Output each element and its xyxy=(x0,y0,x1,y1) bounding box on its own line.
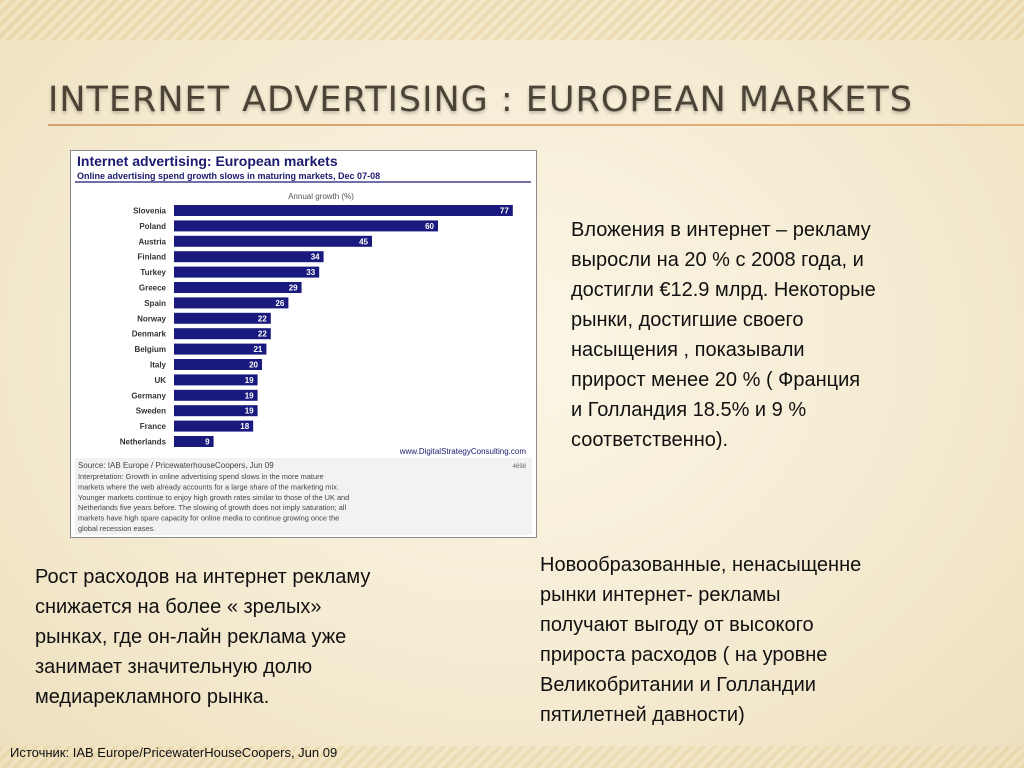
bar-value-label: 29 xyxy=(289,284,298,293)
bar-value-label: 33 xyxy=(306,268,315,277)
category-label: Austria xyxy=(138,237,166,246)
bar xyxy=(174,266,320,278)
chart-watermark: www.DigitalStrategyConsulting.com xyxy=(399,447,527,456)
x-axis-label: Annual growth (%) xyxy=(288,192,354,201)
bar-value-label: 19 xyxy=(245,391,254,400)
decorative-stripes-top xyxy=(0,0,1024,40)
bar xyxy=(174,282,302,293)
bar-value-label: 34 xyxy=(311,253,320,262)
title-rule xyxy=(48,124,1024,126)
bars-group: Slovenia 77 Poland 60 Austria 45 Finland 34 Turk… xyxy=(120,205,513,447)
paragraph-right: Вложения в интернет – рекламу выросли на… xyxy=(571,219,876,451)
category-label: Turkey xyxy=(140,268,166,277)
bar xyxy=(174,235,372,247)
bar-value-label: 18 xyxy=(240,422,249,431)
category-label: Netherlands xyxy=(120,438,167,447)
bar-value-label: 19 xyxy=(245,407,254,416)
category-label: Norway xyxy=(137,314,166,323)
category-label: Poland xyxy=(139,222,166,231)
bar xyxy=(174,405,258,417)
bar-value-label: 60 xyxy=(425,222,434,231)
bar xyxy=(174,297,289,309)
interpretation-line: Younger markets continue to enjoy high g… xyxy=(78,493,349,502)
bar xyxy=(174,420,254,432)
bar xyxy=(174,251,324,263)
category-label: Germany xyxy=(131,391,166,400)
chart-source: Source: IAB Europe / PricewaterhouseCoop… xyxy=(78,461,274,470)
interpretation-line: Interpretation: Growth in online adverti… xyxy=(78,472,324,481)
chart-note-box xyxy=(75,458,532,535)
bar-value-label: 21 xyxy=(253,345,262,354)
chart-title: Internet advertising: European markets xyxy=(77,153,338,169)
chart-panel: Internet advertising: European markets O… xyxy=(70,150,537,538)
bar-value-label: 9 xyxy=(205,438,210,447)
paragraph-bottom-left: Рост расходов на интернет рекламу снижае… xyxy=(35,566,371,708)
category-label: Greece xyxy=(139,284,167,293)
bar-value-label: 77 xyxy=(500,207,509,216)
category-label: Denmark xyxy=(132,330,167,339)
bar xyxy=(174,374,258,386)
bar-value-label: 20 xyxy=(249,361,258,370)
category-label: Italy xyxy=(150,361,167,370)
category-label: France xyxy=(140,422,167,431)
bar xyxy=(174,359,262,370)
bar-value-label: 19 xyxy=(245,376,254,385)
bar xyxy=(174,220,438,232)
interpretation-line: markets where the web already accounts f… xyxy=(78,482,339,491)
category-label: Slovenia xyxy=(133,207,166,216)
bar xyxy=(174,343,267,355)
decorative-stripes-bottom xyxy=(0,746,1024,768)
slide-title: INTERNET ADVERTISING : EUROPEAN MARKETS xyxy=(48,80,914,120)
category-label: Finland xyxy=(138,253,167,262)
bar xyxy=(174,436,214,447)
interpretation-line: global recession eases. xyxy=(78,524,155,533)
chart-code: 4698 xyxy=(513,464,527,470)
category-label: Spain xyxy=(144,299,166,308)
chart-svg: Internet advertising: European markets O… xyxy=(75,153,532,535)
chart-subtitle: Online advertising spend growth slows in… xyxy=(77,171,380,181)
interpretation-line: Netherlands five years before. The slowi… xyxy=(78,503,346,512)
bar xyxy=(174,389,258,401)
bar xyxy=(174,328,271,340)
bar-value-label: 22 xyxy=(258,314,267,323)
bar-value-label: 22 xyxy=(258,330,267,339)
source-note: Источник: IAB Europe/PricewaterHouseCoop… xyxy=(10,745,338,760)
paragraph-bottom-right: Новообразованные, ненасыщенне рынки инте… xyxy=(540,554,862,726)
bar-value-label: 26 xyxy=(275,299,284,308)
category-label: Belgium xyxy=(134,345,166,354)
category-label: Sweden xyxy=(136,407,166,416)
category-label: UK xyxy=(154,376,166,385)
chart-interpretation: Interpretation: Growth in online adverti… xyxy=(78,472,349,533)
bar-value-label: 45 xyxy=(359,237,368,246)
bar xyxy=(174,312,271,324)
bar xyxy=(174,205,513,216)
interpretation-line: markets have high spare capacity for onl… xyxy=(78,514,339,523)
